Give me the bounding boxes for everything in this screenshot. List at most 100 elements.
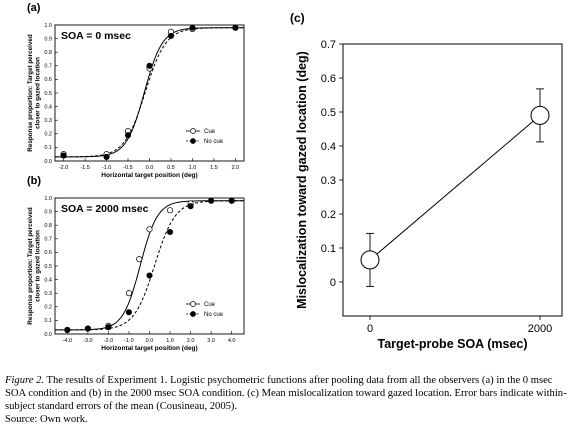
panel-c-chart: (c) 0 0.1 0.2 0.3 0.4 0.5 0.6 0.7 0 2000Target-pro… xyxy=(290,11,563,351)
y-axis-label-line: closer to gazed location xyxy=(35,230,42,302)
no-cue-fit-curve xyxy=(55,200,244,331)
soa-label: SOA = 0 msec xyxy=(61,30,131,42)
y-tick-label: 0.2 xyxy=(44,132,52,138)
no-cue-data-point xyxy=(167,32,175,39)
y-tick-label: 0.7 xyxy=(44,64,52,70)
y-tick-label: 0.6 xyxy=(44,77,52,83)
x-tick-label: -3.0 xyxy=(83,338,92,344)
x-tick-label: -1.0 xyxy=(102,165,111,171)
y-tick-label: 0.2 xyxy=(44,305,52,311)
legend-cue-marker xyxy=(190,128,196,134)
y-tick-label: 0.0 xyxy=(44,332,52,338)
legend-label: Cue xyxy=(204,302,216,308)
y-tick-label: 0.6 xyxy=(321,73,336,85)
y-tick-label: 0.7 xyxy=(321,39,336,51)
no-cue-data-point xyxy=(125,309,133,316)
y-tick-label: 0.8 xyxy=(44,223,52,229)
x-axis-label: Target-probe SOA (msec) xyxy=(377,337,527,351)
legend-cue-marker xyxy=(190,301,196,307)
no-cue-data-point xyxy=(187,203,194,210)
y-tick-label: 1.0 xyxy=(44,23,52,29)
x-tick-label: 2.0 xyxy=(232,165,240,171)
x-tick-label: 1.0 xyxy=(166,338,174,344)
x-tick-label: -2.0 xyxy=(59,165,68,171)
x-tick-label: 2000 xyxy=(528,323,552,335)
cue-data-point xyxy=(136,256,143,263)
no-cue-data-point xyxy=(64,326,71,333)
caption-figure-label: Figure 2. xyxy=(5,375,45,386)
cue-fit-curve xyxy=(55,27,244,158)
y-axis-label-line: Response proportion: Target perceived xyxy=(27,207,34,325)
y-tick-label: 1.0 xyxy=(44,196,52,202)
no-cue-data-point xyxy=(228,197,235,204)
caption-text: The results of Experiment 1. Logistic ps… xyxy=(5,375,567,412)
y-axis-label: Mislocalization toward gazed location (d… xyxy=(295,51,309,309)
legend-no-cue-marker xyxy=(190,311,196,317)
no-cue-data-point xyxy=(103,153,110,160)
x-tick-label: 2.0 xyxy=(187,338,195,344)
panel-b-chart: (b) SOA = 2000 msec 0.0 0.1 0.2 0.3 0.4 0.5 0.6 0… xyxy=(27,175,245,352)
no-cue-data-point xyxy=(60,152,67,159)
y-tick-label: 0.6 xyxy=(44,250,52,256)
y-tick-label: 0.2 xyxy=(321,209,336,221)
series-line xyxy=(369,115,541,261)
soa-label: SOA = 2000 msec xyxy=(61,203,149,215)
y-tick-label: 0.4 xyxy=(321,141,336,153)
panel-label: (a) xyxy=(27,2,41,14)
panel-a-chart: (a) SOA = 0 msec 0.0 0.1 0.2 0.3 0.4 0.5 0.6 0.7 0… xyxy=(27,2,245,179)
figure: (a) SOA = 0 msec 0.0 0.1 0.2 0.3 0.4 0.5 0.6 0.7 0… xyxy=(27,2,563,352)
y-tick-label: 0.0 xyxy=(44,159,52,165)
y-axis-label: Response proportion: Target perceivedclo… xyxy=(27,207,42,325)
y-axis-label-line: closer to gazed location xyxy=(35,57,42,129)
y-tick-label: 0.9 xyxy=(44,36,52,42)
data-point xyxy=(530,105,550,125)
x-tick-label: 0 xyxy=(367,323,373,335)
x-tick-label: -2.0 xyxy=(104,338,113,344)
x-tick-label: 0.0 xyxy=(146,338,154,344)
no-cue-data-point xyxy=(189,24,196,31)
y-tick-label: 0.4 xyxy=(44,277,52,283)
y-tick-label: 0.3 xyxy=(321,175,336,187)
y-tick-label: 0.1 xyxy=(321,243,336,255)
legend-no-cue-marker xyxy=(190,138,196,144)
cue-data-point xyxy=(146,226,153,233)
y-axis-label-line: Response proportion: Target perceived xyxy=(27,34,34,152)
y-tick-label: 0.5 xyxy=(44,91,52,97)
no-cue-data-point xyxy=(166,228,174,236)
no-cue-data-point xyxy=(124,132,132,139)
x-tick-label: -1.5 xyxy=(80,165,89,171)
x-tick-label: 1.5 xyxy=(210,165,218,171)
no-cue-data-point xyxy=(232,24,239,31)
y-axis-label: Response proportion: Target perceivedclo… xyxy=(27,34,42,152)
x-tick-label: 3.0 xyxy=(207,338,215,344)
caption-source: Source: Own work. xyxy=(5,414,88,425)
no-cue-data-point xyxy=(208,197,215,204)
y-tick-label: 0.4 xyxy=(44,104,52,110)
no-cue-data-point xyxy=(146,62,153,69)
legend-label: No cue xyxy=(204,139,224,145)
cue-data-point xyxy=(166,207,174,214)
figure-caption: Figure 2. The results of Experiment 1. L… xyxy=(5,374,575,413)
y-tick-label: 0.8 xyxy=(44,50,52,56)
data-point xyxy=(360,250,380,270)
y-tick-label: 0.9 xyxy=(44,209,52,215)
y-tick-label: 0.1 xyxy=(44,318,52,324)
x-tick-label: -4.0 xyxy=(63,338,72,344)
no-cue-fit-curve xyxy=(55,27,244,158)
panel-label: (c) xyxy=(290,11,305,25)
plot-frame xyxy=(342,43,563,317)
y-tick-label: 0.3 xyxy=(44,118,52,124)
cue-data-point xyxy=(125,290,133,297)
y-tick-label: 0.5 xyxy=(321,107,336,119)
y-tick-label: 0.3 xyxy=(44,291,52,297)
y-tick-label: 0.5 xyxy=(44,264,52,270)
y-tick-label: 0.7 xyxy=(44,237,52,243)
x-tick-label: -1.0 xyxy=(124,338,133,344)
y-tick-label: 0 xyxy=(330,277,336,289)
x-axis-label: Horizontal target position (deg) xyxy=(101,172,197,179)
no-cue-data-point xyxy=(105,324,112,331)
y-tick-label: 0.1 xyxy=(44,145,52,151)
legend-label: Cue xyxy=(204,129,216,135)
x-tick-label: 4.0 xyxy=(228,338,236,344)
x-tick-label: 1.0 xyxy=(189,165,197,171)
